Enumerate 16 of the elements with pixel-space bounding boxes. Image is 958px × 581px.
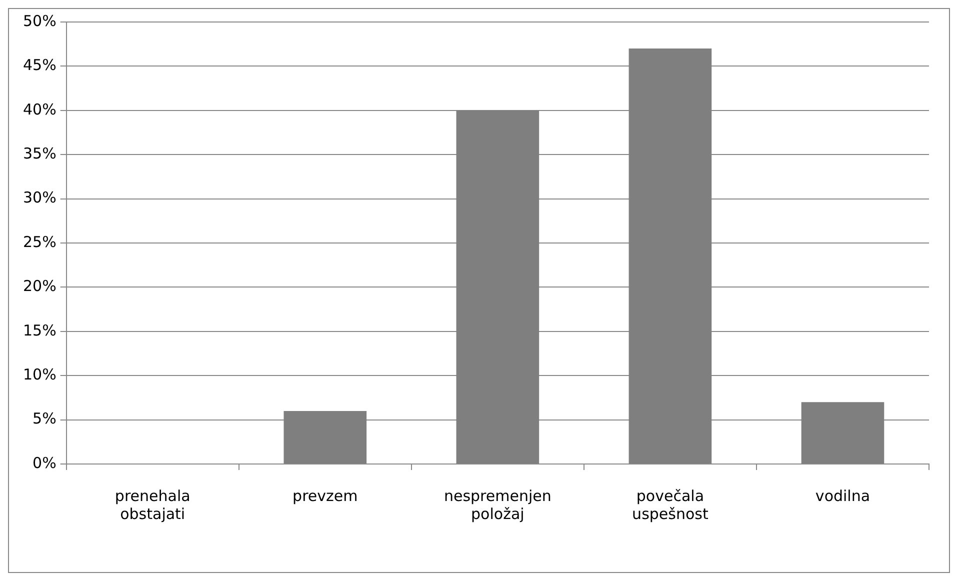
y-tick-label: 15% bbox=[22, 321, 56, 340]
y-tick-label: 50% bbox=[22, 12, 56, 30]
x-tick-label: povečala uspešnost bbox=[632, 486, 708, 523]
x-tick-label: nespremenjen položaj bbox=[444, 486, 552, 523]
y-tick-label: 35% bbox=[22, 144, 56, 162]
y-tick-label: 30% bbox=[22, 188, 56, 207]
y-tick-label: 5% bbox=[32, 410, 56, 428]
y-tick-label: 10% bbox=[22, 365, 56, 384]
x-tick-label: prevzem bbox=[292, 486, 358, 505]
x-tick-label: vodilna bbox=[815, 486, 870, 505]
y-tick-label: 45% bbox=[22, 56, 56, 74]
y-tick-label: 0% bbox=[32, 454, 56, 472]
y-tick-label: 40% bbox=[22, 100, 56, 118]
x-tick-label: prenehala obstajati bbox=[114, 486, 190, 523]
y-tick-label: 25% bbox=[22, 232, 56, 251]
y-tick-label: 20% bbox=[22, 277, 56, 296]
